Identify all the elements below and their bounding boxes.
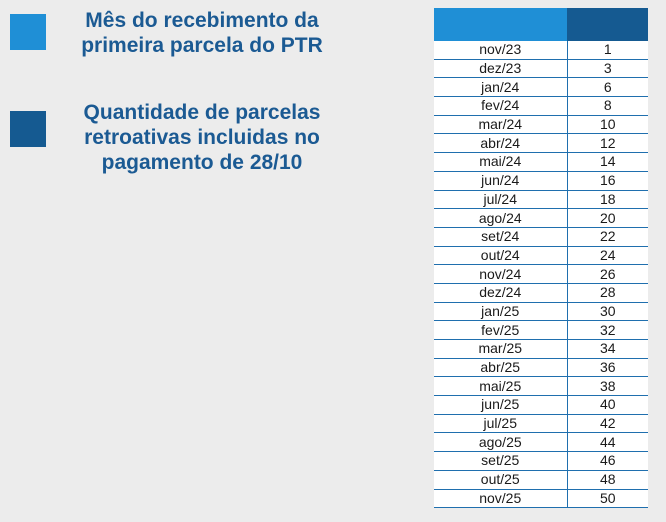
table-row: set/25 46: [434, 451, 648, 471]
count-cell: 34: [566, 339, 648, 359]
month-cell: jun/24: [434, 171, 567, 191]
table-row: out/24 24: [434, 246, 648, 266]
table-header-row: [434, 8, 648, 41]
legend-label-line: primeira parcela do PTR: [81, 34, 323, 57]
month-cell: nov/23: [434, 41, 567, 60]
count-cell: 18: [566, 190, 648, 210]
count-cell: 1: [566, 41, 648, 60]
month-cell: jul/25: [434, 414, 567, 434]
table-row: nov/24 26: [434, 264, 648, 284]
count-cell: 30: [566, 302, 648, 322]
legend-label-line: pagamento de 28/10: [101, 151, 303, 174]
month-cell: set/25: [434, 451, 567, 471]
count-cell: 40: [566, 395, 648, 415]
legend-swatch-light-blue: [10, 14, 46, 50]
table-row: ago/25 44: [434, 432, 648, 453]
count-cell: 48: [566, 470, 648, 490]
count-cell: 8: [566, 96, 648, 116]
count-cell: 28: [566, 283, 648, 303]
table-row: jan/25 30: [434, 302, 648, 322]
legend-label-line: retroativas incluidas no: [84, 126, 320, 149]
table-row: dez/24 28: [434, 283, 648, 303]
count-cell: 46: [566, 451, 648, 471]
count-cell: 22: [566, 227, 648, 247]
count-cell: 44: [566, 432, 648, 453]
month-cell: abr/24: [434, 133, 567, 154]
month-cell: mai/24: [434, 152, 567, 172]
count-cell: 26: [566, 264, 648, 284]
month-cell: jan/25: [434, 302, 567, 322]
month-cell: mai/25: [434, 376, 567, 397]
count-cell: 16: [566, 171, 648, 191]
count-cell: 42: [566, 414, 648, 434]
table-row: jan/24 6: [434, 77, 648, 98]
table-row: mai/25 38: [434, 376, 648, 397]
table-row: jul/24 18: [434, 190, 648, 210]
month-cell: jul/24: [434, 190, 567, 210]
table-row: fev/24 8: [434, 96, 648, 116]
legend-label-line: Quantidade de parcelas: [83, 101, 321, 124]
month-cell: mar/25: [434, 339, 567, 359]
table-row: abr/25 36: [434, 358, 648, 378]
table-row: jun/25 40: [434, 395, 648, 415]
month-cell: fev/24: [434, 96, 567, 116]
month-cell: jun/25: [434, 395, 567, 415]
table-row: out/25 48: [434, 470, 648, 490]
legend-label-line: Mês do recebimento da: [85, 9, 319, 32]
count-cell: 14: [566, 152, 648, 172]
legend-label: Quantidade de parcelas retroativas inclu…: [68, 100, 336, 175]
table-row: mar/25 34: [434, 339, 648, 359]
month-cell: mar/24: [434, 115, 567, 135]
legend-label: Mês do recebimento da primeira parcela d…: [68, 8, 336, 58]
table-row: nov/25 50: [434, 489, 648, 509]
count-cell: 6: [566, 77, 648, 98]
count-cell: 20: [566, 208, 648, 228]
count-cell: 36: [566, 358, 648, 378]
count-cell: 32: [566, 320, 648, 340]
month-cell: ago/25: [434, 432, 567, 453]
month-cell: abr/25: [434, 358, 567, 378]
count-cell: 50: [566, 489, 648, 509]
table-row: jun/24 16: [434, 171, 648, 191]
month-cell: out/25: [434, 470, 567, 490]
month-cell: set/24: [434, 227, 567, 247]
table-row: fev/25 32: [434, 320, 648, 340]
month-cell: nov/24: [434, 264, 567, 284]
count-cell: 24: [566, 246, 648, 266]
month-cell: nov/25: [434, 489, 567, 509]
table-row: jul/25 42: [434, 414, 648, 434]
legend-swatch-dark-blue: [10, 111, 46, 147]
header-cell-month: [434, 8, 567, 41]
header-cell-count: [567, 8, 648, 41]
count-cell: 10: [566, 115, 648, 135]
installments-table: nov/23 1 dez/23 3 jan/24 6 fev/24 8 mar/24 10 abr/…: [434, 8, 648, 509]
table-row: set/24 22: [434, 227, 648, 247]
month-cell: fev/25: [434, 320, 567, 340]
count-cell: 12: [566, 133, 648, 154]
table-row: ago/24 20: [434, 208, 648, 228]
table-row: mar/24 10: [434, 115, 648, 135]
month-cell: dez/24: [434, 283, 567, 303]
table-row: dez/23 3: [434, 59, 648, 79]
month-cell: out/24: [434, 246, 567, 266]
month-cell: ago/24: [434, 208, 567, 228]
count-cell: 3: [566, 59, 648, 79]
table-row: nov/23 1: [434, 41, 648, 60]
table-body: nov/23 1 dez/23 3 jan/24 6 fev/24 8 mar/24 10 abr/…: [434, 41, 648, 509]
count-cell: 38: [566, 376, 648, 397]
month-cell: dez/23: [434, 59, 567, 79]
table-row: abr/24 12: [434, 133, 648, 154]
month-cell: jan/24: [434, 77, 567, 98]
table-row: mai/24 14: [434, 152, 648, 172]
